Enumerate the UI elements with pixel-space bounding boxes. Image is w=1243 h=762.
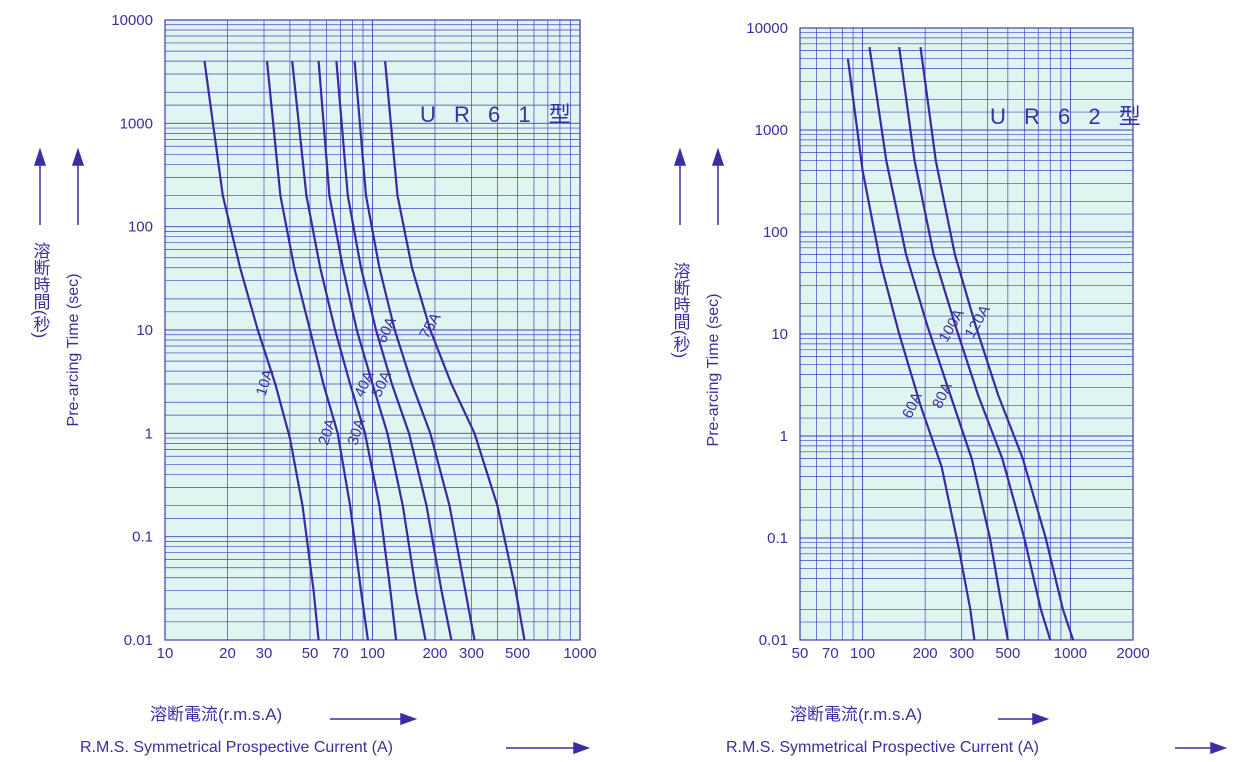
y-tick-label: 1 bbox=[780, 428, 788, 445]
x-tick-label: 50 bbox=[792, 645, 809, 662]
right-arrow-icon bbox=[1032, 712, 1050, 726]
y-tick-label: 10 bbox=[771, 326, 788, 343]
x-tick-label: 200 bbox=[913, 645, 938, 662]
curve-75A bbox=[384, 60, 526, 641]
x-tick-label: 100 bbox=[850, 645, 875, 662]
x-axis-label-en: R.M.S. Symmetrical Prospective Current (… bbox=[80, 739, 393, 756]
gridlines bbox=[799, 27, 1134, 641]
x-tick-label: 300 bbox=[459, 645, 484, 662]
curve-60A bbox=[353, 61, 476, 641]
y-tick-label: 100 bbox=[128, 219, 153, 236]
x-tick-label: 100 bbox=[360, 645, 385, 662]
up-arrow-icon bbox=[71, 147, 85, 166]
curve-120A bbox=[919, 46, 1075, 641]
curve-80A bbox=[868, 46, 1009, 641]
x-tick-label: 300 bbox=[949, 645, 974, 662]
y-tick-label: 0.1 bbox=[767, 530, 788, 547]
x-tick-label: 500 bbox=[995, 645, 1020, 662]
y-axis-label-jp: 溶断時間(秒) bbox=[671, 262, 691, 358]
curve-10A bbox=[203, 60, 320, 641]
right-arrow-icon bbox=[573, 741, 591, 755]
curve-30A bbox=[291, 60, 398, 641]
x-tick-label: 1000 bbox=[1054, 645, 1087, 662]
x-tick-label: 200 bbox=[422, 645, 447, 662]
x-tick-label: 10 bbox=[157, 645, 174, 662]
y-tick-label: 0.1 bbox=[132, 529, 153, 546]
curve-100A bbox=[898, 46, 1052, 641]
x-tick-label: 2000 bbox=[1116, 645, 1149, 662]
x-tick-label: 70 bbox=[332, 645, 349, 662]
x-axis-label-en: R.M.S. Symmetrical Prospective Current (… bbox=[726, 739, 1039, 756]
y-tick-label: 0.01 bbox=[759, 632, 788, 649]
curve-40A bbox=[317, 61, 427, 641]
chart-title: U R 6 2 型 bbox=[990, 104, 1147, 129]
chart-title: U R 6 1 型 bbox=[420, 102, 577, 127]
curve-20A bbox=[265, 60, 369, 641]
y-tick-label: 100 bbox=[763, 224, 788, 241]
y-tick-label: 10 bbox=[136, 322, 153, 339]
y-axis-label-en: Pre-arcing Time (sec) bbox=[65, 274, 82, 427]
right-arrow-icon bbox=[400, 712, 418, 726]
up-arrow-icon bbox=[33, 147, 47, 166]
y-tick-label: 10000 bbox=[111, 12, 153, 29]
x-axis-label-jp: 溶断電流(r.m.s.A) bbox=[790, 705, 922, 724]
x-tick-label: 30 bbox=[256, 645, 273, 662]
y-axis-label-jp: 溶断時間(秒) bbox=[31, 242, 51, 338]
y-tick-label: 1000 bbox=[755, 122, 788, 139]
gridlines bbox=[164, 19, 580, 641]
curve-60A bbox=[846, 58, 976, 641]
y-tick-label: 1000 bbox=[120, 115, 153, 132]
y-tick-label: 10000 bbox=[746, 20, 788, 37]
x-tick-label: 500 bbox=[505, 645, 530, 662]
y-tick-label: 1 bbox=[145, 425, 153, 442]
x-tick-label: 50 bbox=[302, 645, 319, 662]
y-axis-label-en: Pre-arcing Time (sec) bbox=[705, 294, 722, 447]
x-axis-label-jp: 溶断電流(r.m.s.A) bbox=[150, 705, 282, 724]
x-tick-label: 70 bbox=[822, 645, 839, 662]
right-arrow-icon bbox=[1210, 741, 1228, 755]
up-arrow-icon bbox=[711, 147, 725, 166]
x-tick-label: 1000 bbox=[563, 645, 596, 662]
curve-50A bbox=[335, 61, 453, 641]
y-tick-label: 0.01 bbox=[124, 632, 153, 649]
x-tick-label: 20 bbox=[219, 645, 236, 662]
up-arrow-icon bbox=[673, 147, 687, 166]
